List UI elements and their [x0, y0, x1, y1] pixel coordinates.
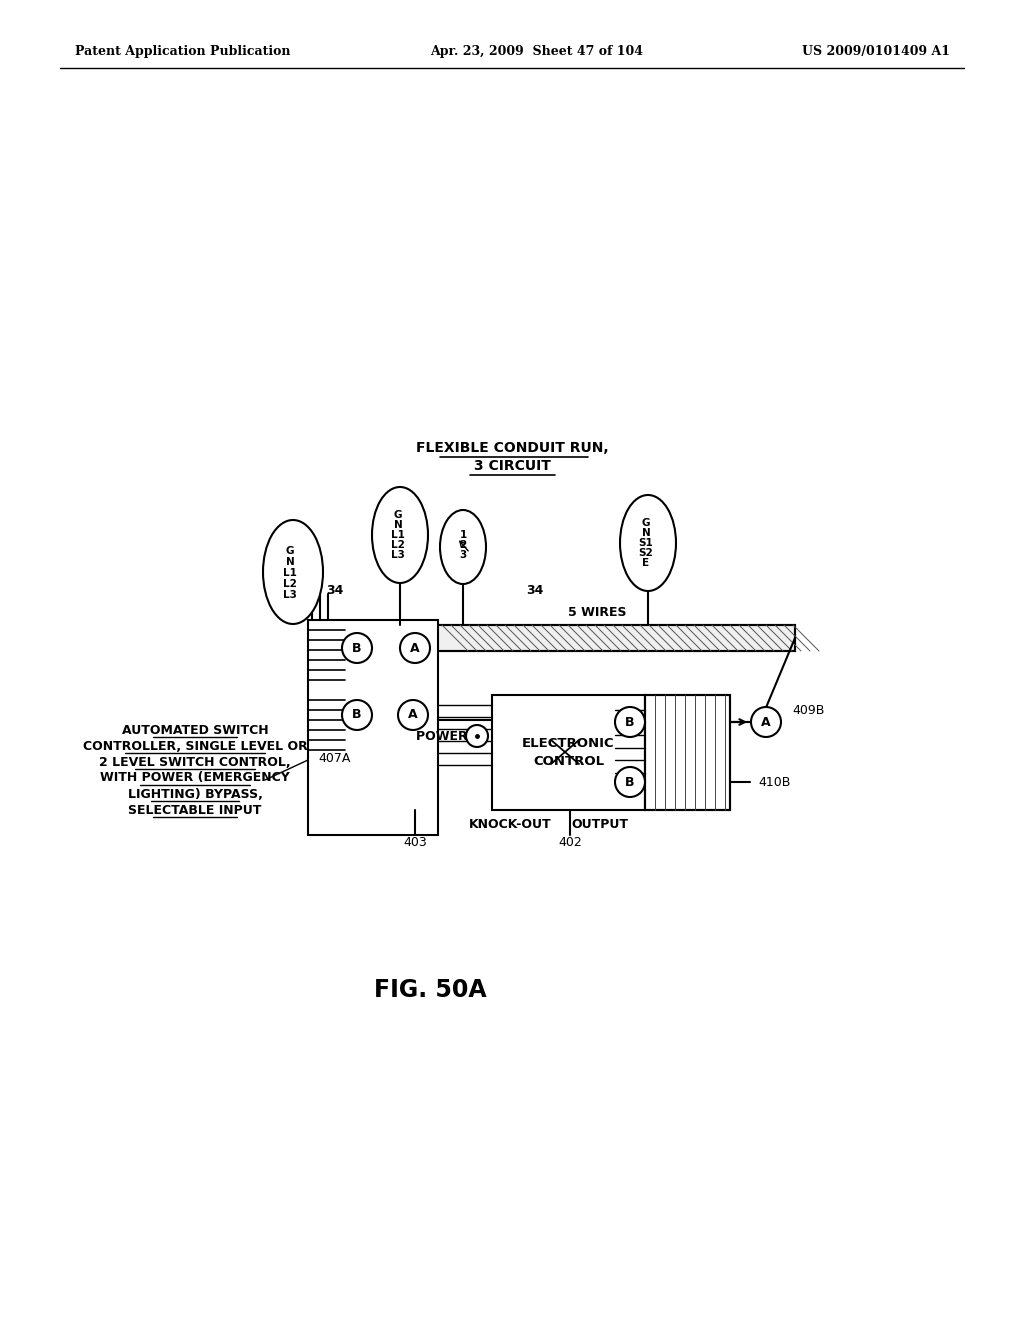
- Text: B: B: [626, 715, 635, 729]
- Text: Patent Application Publication: Patent Application Publication: [75, 45, 291, 58]
- Text: 3: 3: [460, 550, 467, 560]
- Text: G: G: [642, 517, 650, 528]
- Text: FLEXIBLE CONDUIT RUN,: FLEXIBLE CONDUIT RUN,: [416, 441, 608, 455]
- Text: L2: L2: [391, 540, 404, 550]
- Text: CONTROL: CONTROL: [532, 755, 604, 768]
- Text: 409B: 409B: [792, 704, 824, 717]
- Bar: [308, 620, 438, 836]
- Bar: [437, 624, 795, 651]
- Text: SELECTABLE INPUT: SELECTABLE INPUT: [128, 804, 262, 817]
- Text: 407A: 407A: [318, 751, 351, 764]
- Text: 410B: 410B: [758, 776, 791, 788]
- Text: N: N: [642, 528, 650, 539]
- Text: L2: L2: [283, 579, 297, 589]
- Text: S2: S2: [639, 548, 653, 558]
- Ellipse shape: [615, 767, 645, 797]
- Text: 2 LEVEL SWITCH CONTROL,: 2 LEVEL SWITCH CONTROL,: [99, 755, 291, 768]
- Text: CONTROLLER, SINGLE LEVEL OR: CONTROLLER, SINGLE LEVEL OR: [83, 739, 307, 752]
- Text: OUTPUT: OUTPUT: [571, 818, 629, 832]
- Text: E: E: [642, 558, 649, 568]
- Ellipse shape: [400, 634, 430, 663]
- Ellipse shape: [615, 708, 645, 737]
- Text: US 2009/0101409 A1: US 2009/0101409 A1: [802, 45, 950, 58]
- Bar: [645, 696, 730, 810]
- Text: ELECTRONIC: ELECTRONIC: [522, 737, 614, 750]
- Text: 5 WIRES: 5 WIRES: [567, 606, 627, 619]
- Text: POWER IN: POWER IN: [416, 730, 487, 742]
- Ellipse shape: [620, 495, 676, 591]
- Text: S1: S1: [639, 539, 653, 548]
- Bar: [437, 624, 795, 651]
- Text: 1: 1: [460, 531, 467, 540]
- Text: L3: L3: [283, 590, 297, 601]
- Text: B: B: [626, 776, 635, 788]
- Ellipse shape: [342, 700, 372, 730]
- Text: 34: 34: [526, 585, 544, 598]
- Text: AUTOMATED SWITCH: AUTOMATED SWITCH: [122, 723, 268, 737]
- Ellipse shape: [263, 520, 323, 624]
- Text: WITH POWER (EMERGENCY: WITH POWER (EMERGENCY: [100, 771, 290, 784]
- Text: LIGHTING) BYPASS,: LIGHTING) BYPASS,: [128, 788, 262, 800]
- Text: G: G: [394, 510, 402, 520]
- Text: B: B: [352, 642, 361, 655]
- Text: A: A: [411, 642, 420, 655]
- Text: L1: L1: [283, 568, 297, 578]
- Text: A: A: [409, 709, 418, 722]
- Ellipse shape: [372, 487, 428, 583]
- Text: L3: L3: [391, 550, 404, 560]
- Text: 402: 402: [558, 836, 582, 849]
- Text: KNOCK-OUT: KNOCK-OUT: [469, 818, 551, 832]
- Ellipse shape: [466, 725, 488, 747]
- Text: 3 CIRCUIT: 3 CIRCUIT: [473, 459, 551, 473]
- Bar: [645, 696, 730, 810]
- Ellipse shape: [440, 510, 486, 583]
- Text: N: N: [393, 520, 402, 531]
- Ellipse shape: [342, 634, 372, 663]
- Text: L1: L1: [391, 531, 404, 540]
- Ellipse shape: [398, 700, 428, 730]
- Text: FIG. 50A: FIG. 50A: [374, 978, 486, 1002]
- Text: 403: 403: [403, 836, 427, 849]
- Text: Apr. 23, 2009  Sheet 47 of 104: Apr. 23, 2009 Sheet 47 of 104: [430, 45, 643, 58]
- Text: N: N: [286, 557, 294, 568]
- Text: 2: 2: [460, 540, 467, 550]
- Text: G: G: [286, 546, 294, 556]
- Text: 34: 34: [327, 585, 344, 598]
- Text: A: A: [761, 715, 771, 729]
- Bar: [492, 696, 645, 810]
- Ellipse shape: [751, 708, 781, 737]
- Text: B: B: [352, 709, 361, 722]
